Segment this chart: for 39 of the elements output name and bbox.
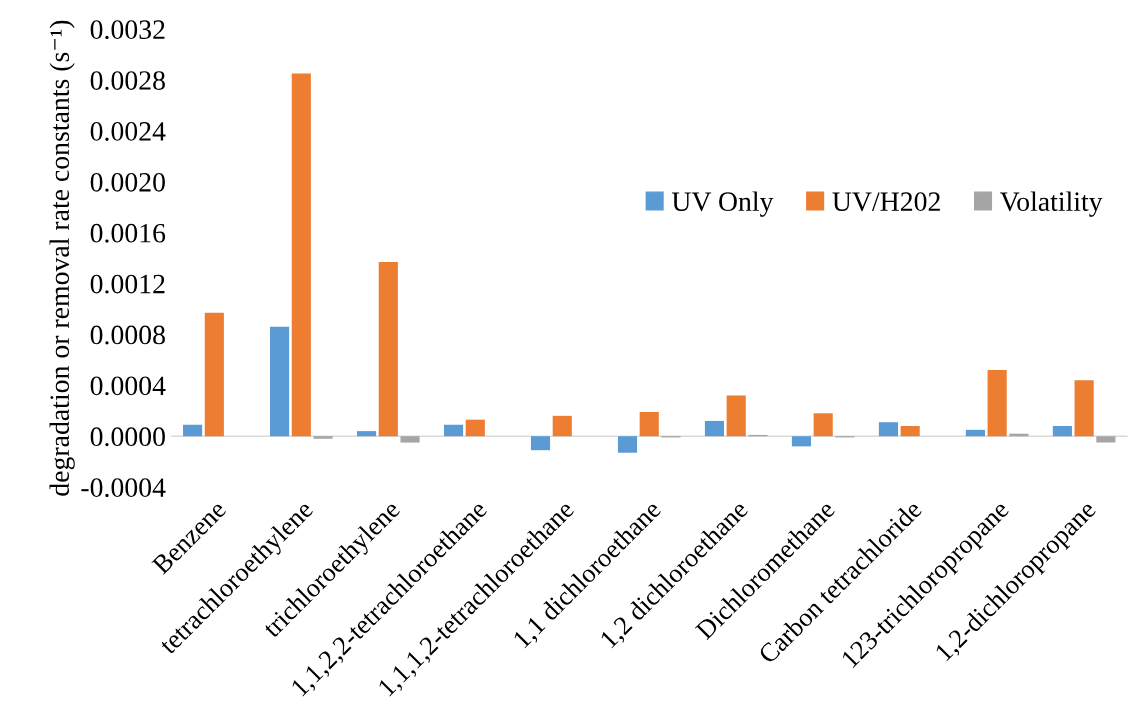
bar — [1096, 436, 1116, 443]
bar — [1052, 426, 1072, 437]
bar — [313, 436, 333, 439]
bar — [400, 436, 420, 443]
bar — [726, 395, 746, 437]
bar — [530, 436, 551, 451]
bar — [813, 413, 833, 437]
bar — [443, 424, 464, 437]
bar — [617, 436, 638, 453]
bar — [987, 370, 1007, 437]
y-tick-label: 0.0000 — [90, 427, 165, 447]
y-tick-label: 0.0028 — [90, 71, 165, 90]
bar — [791, 436, 812, 447]
bar — [965, 429, 985, 437]
y-tick-label: 0.0024 — [90, 122, 166, 141]
legend-label: UV Only — [671, 191, 774, 217]
y-tick-label: 0.0016 — [90, 223, 166, 243]
bar — [378, 261, 398, 437]
y-tick-label: 0.0012 — [90, 274, 165, 294]
bar — [900, 426, 920, 437]
bar — [465, 419, 485, 437]
y-axis-title: degradation or removal rate constants (s⁻¹) — [49, 20, 75, 496]
y-tick-label: 0.0032 — [90, 20, 165, 40]
bar — [704, 420, 725, 437]
bar — [183, 424, 203, 437]
bar — [878, 422, 898, 437]
bar — [1074, 380, 1094, 437]
bar — [270, 326, 290, 437]
legend-label: UV/H202 — [832, 192, 940, 212]
bar — [356, 431, 377, 437]
y-tick-label: -0.0004 — [81, 478, 166, 498]
bar — [204, 312, 224, 437]
y-tick-label: 0.0008 — [90, 325, 165, 345]
legend-label: Volatility — [1000, 191, 1103, 217]
y-tick-label: 0.0004 — [90, 376, 166, 396]
bar — [552, 415, 572, 437]
y-tick-label: 0.0020 — [90, 172, 165, 192]
bar — [291, 73, 311, 437]
bar — [639, 412, 659, 437]
